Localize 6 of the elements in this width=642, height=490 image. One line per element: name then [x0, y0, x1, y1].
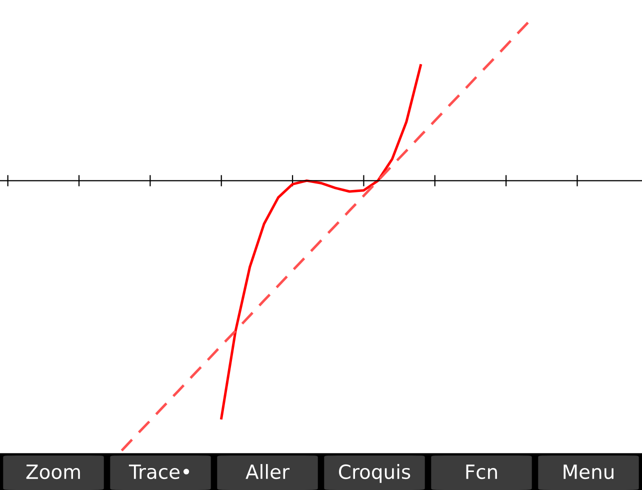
- text: Fcn: [466, 464, 497, 480]
- text: Menu: [564, 464, 614, 480]
- text: Trace•: [128, 464, 190, 480]
- text: Aller: [246, 464, 290, 480]
- text: Croquis: [338, 464, 410, 483]
- text: Zoom: [26, 464, 80, 480]
